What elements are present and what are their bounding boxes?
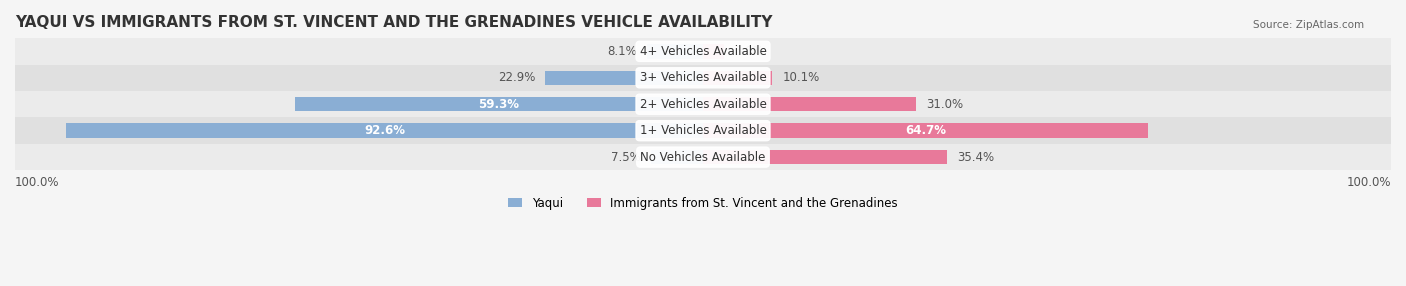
Text: Source: ZipAtlas.com: Source: ZipAtlas.com	[1253, 20, 1364, 30]
Bar	[703, 123, 1149, 138]
Text: 100.0%: 100.0%	[1347, 176, 1391, 189]
Text: 59.3%: 59.3%	[478, 98, 519, 111]
Bar	[15, 38, 1391, 65]
Bar	[15, 65, 1391, 91]
Text: 92.6%: 92.6%	[364, 124, 405, 137]
Text: No Vehicles Available: No Vehicles Available	[640, 151, 766, 164]
Bar	[703, 71, 772, 85]
Text: YAQUI VS IMMIGRANTS FROM ST. VINCENT AND THE GRENADINES VEHICLE AVAILABILITY: YAQUI VS IMMIGRANTS FROM ST. VINCENT AND…	[15, 15, 772, 30]
Bar	[703, 44, 724, 59]
Text: 2+ Vehicles Available: 2+ Vehicles Available	[640, 98, 766, 111]
Bar	[295, 97, 703, 112]
Text: 3+ Vehicles Available: 3+ Vehicles Available	[640, 71, 766, 84]
Bar	[15, 91, 1391, 118]
Bar	[703, 97, 917, 112]
Text: 35.4%: 35.4%	[957, 151, 994, 164]
Bar	[66, 123, 703, 138]
Text: 4+ Vehicles Available: 4+ Vehicles Available	[640, 45, 766, 58]
Text: 100.0%: 100.0%	[15, 176, 59, 189]
Text: 31.0%: 31.0%	[927, 98, 963, 111]
Text: 10.1%: 10.1%	[783, 71, 820, 84]
Text: 22.9%: 22.9%	[498, 71, 536, 84]
Bar	[703, 150, 946, 164]
Legend: Yaqui, Immigrants from St. Vincent and the Grenadines: Yaqui, Immigrants from St. Vincent and t…	[503, 192, 903, 215]
Bar	[15, 118, 1391, 144]
Text: 3.0%: 3.0%	[734, 45, 763, 58]
Bar	[546, 71, 703, 85]
Bar	[15, 144, 1391, 170]
Bar	[647, 44, 703, 59]
Text: 64.7%: 64.7%	[905, 124, 946, 137]
Text: 1+ Vehicles Available: 1+ Vehicles Available	[640, 124, 766, 137]
Text: 7.5%: 7.5%	[612, 151, 641, 164]
Text: 8.1%: 8.1%	[607, 45, 637, 58]
Bar	[651, 150, 703, 164]
